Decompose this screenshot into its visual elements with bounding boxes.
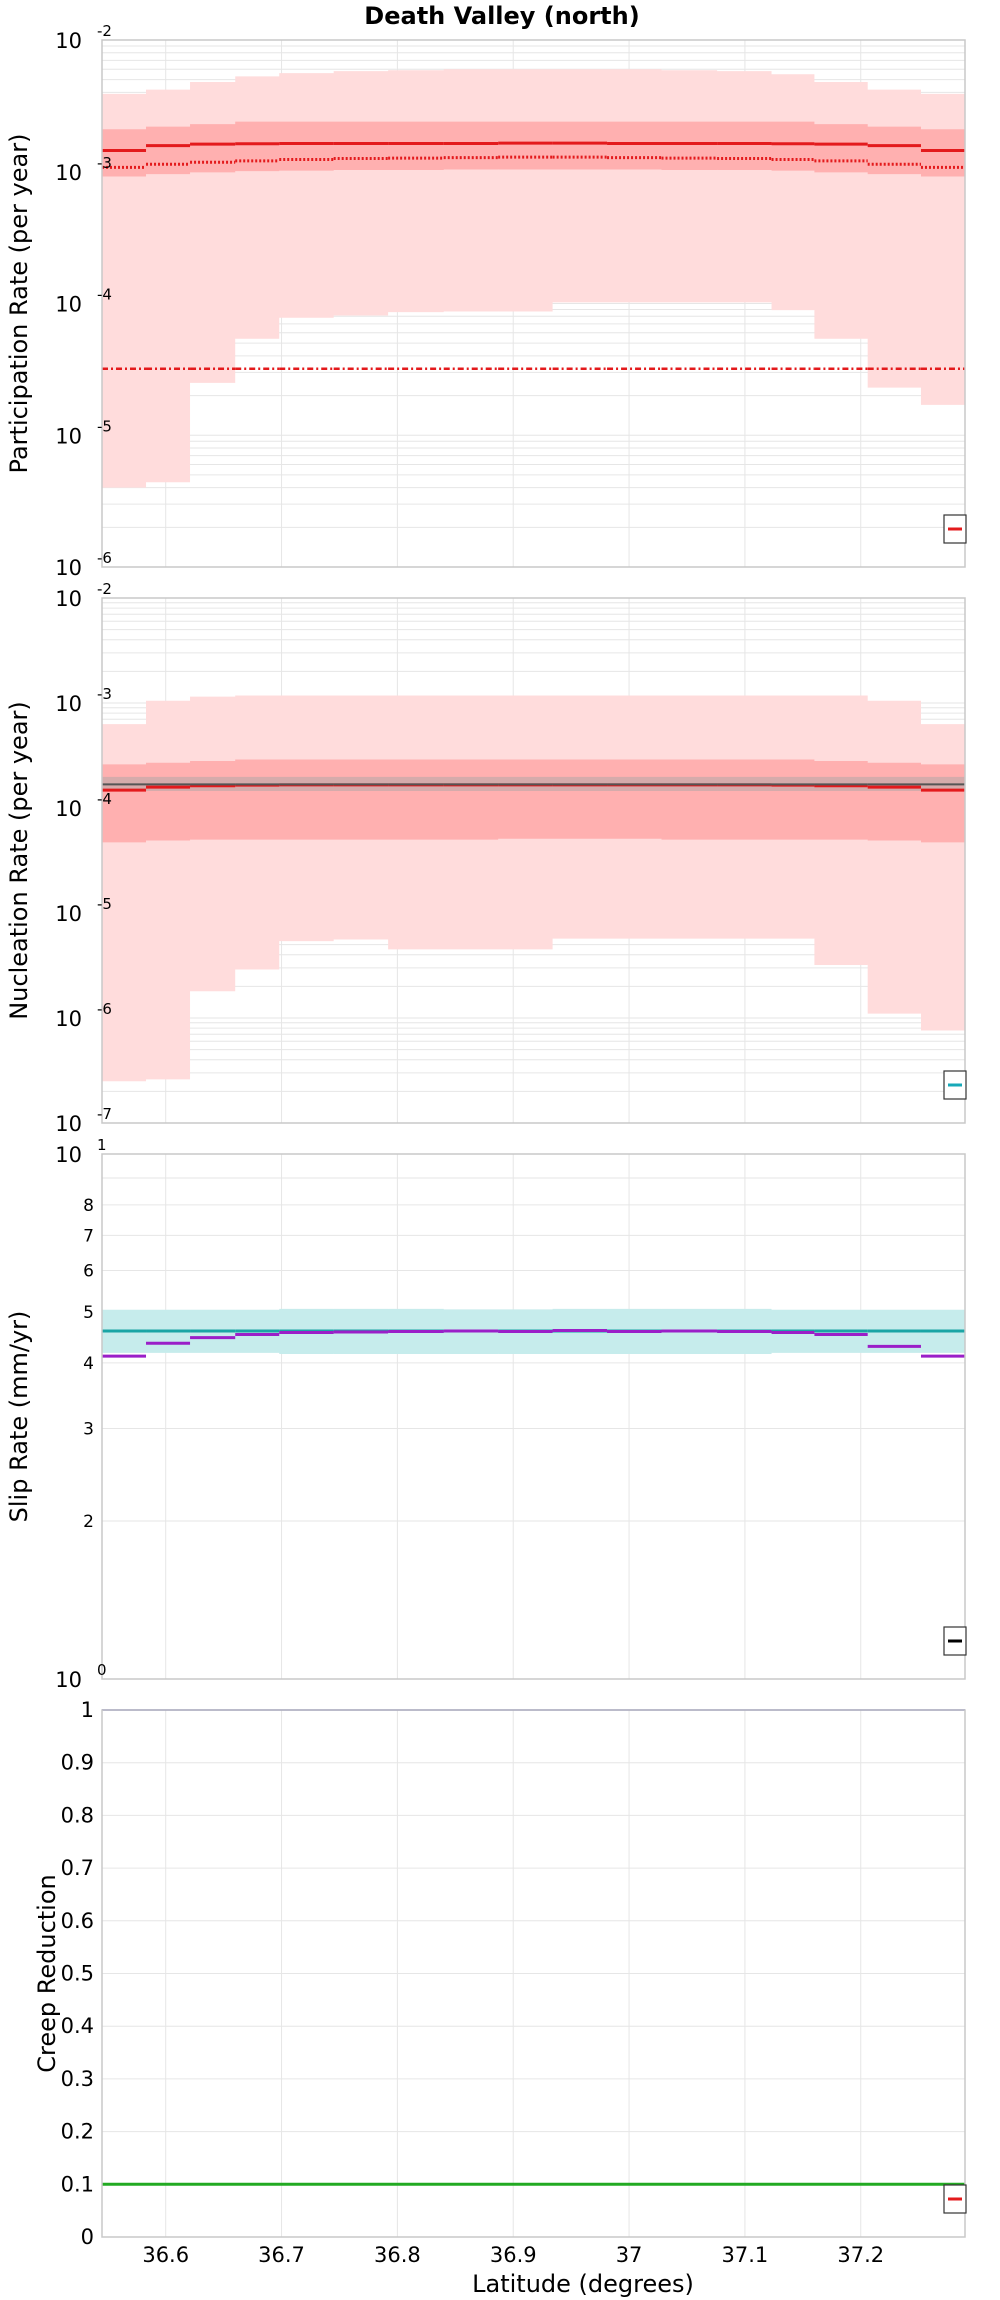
figure-title: Death Valley (north) (364, 2, 639, 30)
tick-base: 10 (55, 1668, 82, 1692)
nucleation-y-tick-label: 10 (55, 797, 82, 821)
creep-y-ticks: 0 0.1 0.2 0.3 0.4 0.5 0.6 0.7 0.8 0.9 1 (61, 1698, 94, 2249)
participation-y-tick-exponent: -5 (97, 417, 112, 435)
nucleation-inner-band (102, 759, 965, 843)
tick-base: 10 (55, 692, 82, 716)
slip-y-minor-tick-label: 6 (83, 1261, 94, 1281)
creep-y-tick-label: 0.1 (61, 2172, 94, 2196)
participation-y-tick-label: 10 (55, 424, 82, 448)
tick-base: 10 (55, 1112, 82, 1136)
tick-base: 10 (55, 797, 82, 821)
slip-y-minor-tick-label: 2 (83, 1512, 94, 1532)
nucleation-y-ticks: 10 -7 10 -6 10 -5 10 -4 10 -3 10 -2 (55, 580, 112, 1136)
tick-base: 10 (55, 424, 82, 448)
slip-y-tick-label: 10 (55, 1143, 82, 1167)
nucleation-y-tick-exponent: -3 (97, 685, 112, 703)
participation-y-tick-label: 10 (55, 556, 82, 580)
creep-y-tick-label: 0 (81, 2225, 94, 2249)
participation-frame (101, 39, 966, 568)
participation-y-ticks: 10 -6 10 -5 10 -4 10 -3 10 -2 (55, 22, 112, 580)
nucleation-y-tick-exponent: -6 (97, 1000, 112, 1018)
creep-y-tick-label: 0.5 (61, 1962, 94, 1986)
slip-y-minor-tick-label: 3 (83, 1420, 94, 1440)
x-tick-label: 37.1 (722, 2243, 769, 2267)
x-axis: 36.6 36.7 36.8 36.9 37 37.1 37.2 (142, 2243, 884, 2267)
slip-y-tick-exponent: 1 (97, 1136, 107, 1154)
tick-base: 10 (55, 587, 82, 611)
nucleation-frame (101, 597, 966, 1124)
creep-y-tick-label: 0.6 (61, 1909, 94, 1933)
participation-y-tick-exponent: -4 (97, 286, 112, 304)
x-tick-label: 37.2 (837, 2243, 884, 2267)
panel-nucleation: 10 -7 10 -6 10 -5 10 -4 10 -3 10 -2 Nucleation Rate … (5, 580, 967, 1136)
tick-base: 10 (55, 902, 82, 926)
x-axis-label: Latitude (degrees) (472, 2270, 694, 2298)
slip-y-minor-tick-label: 4 (83, 1354, 94, 1374)
participation-outer-band (102, 69, 965, 488)
slip-plot-area (102, 1154, 965, 1679)
participation-y-tick-exponent: -6 (97, 549, 112, 567)
participation-y-tick-label: 10 (55, 161, 82, 185)
nucleation-y-tick-label: 10 (55, 1007, 82, 1031)
participation-y-tick-exponent: -2 (97, 22, 112, 40)
tick-base: 10 (55, 293, 82, 317)
panel-participation: 10 -6 10 -5 10 -4 10 -3 10 -2 Participation Rate (… (5, 22, 967, 580)
nucleation-y-axis-label: Nucleation Rate (per year) (5, 701, 33, 1020)
creep-y-tick-label: 0.7 (61, 1856, 94, 1880)
nucleation-y-tick-label: 10 (55, 902, 82, 926)
participation-y-tick-label: 10 (55, 29, 82, 53)
participation-series-median (102, 155, 965, 169)
creep-y-tick-label: 1 (81, 1698, 94, 1722)
nucleation-y-tick-label: 10 (55, 587, 82, 611)
slip-y-axis-label: Slip Rate (mm/yr) (5, 1311, 33, 1523)
tick-base: 10 (55, 1007, 82, 1031)
tick-base: 10 (55, 1143, 82, 1167)
panel-creep: 0 0.1 0.2 0.3 0.4 0.5 0.6 0.7 0.8 0.9 1 Creep Reduc… (33, 1698, 967, 2249)
creep-y-tick-label: 0.9 (61, 1751, 94, 1775)
slip-y-ticks: 10 0 10 1 2 3 4 5 6 7 8 (55, 1136, 106, 1692)
x-tick-label: 36.9 (490, 2243, 537, 2267)
x-tick-label: 36.8 (374, 2243, 421, 2267)
creep-y-tick-label: 0.8 (61, 1803, 94, 1827)
tick-base: 10 (55, 161, 82, 185)
panel-slip: 10 0 10 1 2 3 4 5 6 7 8 Slip Rate (mm/yr) (5, 1136, 967, 1692)
participation-y-tick-label: 10 (55, 293, 82, 317)
nucleation-y-tick-exponent: -2 (97, 580, 112, 598)
slip-y-minor-tick-label: 7 (83, 1226, 94, 1246)
participation-y-axis-label: Participation Rate (per year) (5, 134, 33, 474)
creep-y-tick-label: 0.2 (61, 2120, 94, 2144)
nucleation-y-tick-label: 10 (55, 692, 82, 716)
slip-y-minor-tick-label: 5 (83, 1303, 94, 1323)
x-tick-label: 36.6 (142, 2243, 189, 2267)
nucleation-y-tick-exponent: -7 (97, 1105, 112, 1123)
slip-y-tick-exponent: 0 (97, 1661, 107, 1679)
participation-series-mean (102, 141, 965, 152)
nucleation-y-tick-label: 10 (55, 1112, 82, 1136)
nucleation-y-tick-exponent: -4 (97, 790, 112, 808)
creep-y-axis-label: Creep Reduction (33, 1874, 61, 2072)
creep-y-tick-label: 0.3 (61, 2067, 94, 2091)
tick-base: 10 (55, 556, 82, 580)
x-tick-label: 36.7 (258, 2243, 305, 2267)
creep-frame (101, 1709, 966, 2238)
x-tick-label: 37 (616, 2243, 643, 2267)
participation-inner-band (102, 121, 965, 177)
slip-y-minor-tick-label: 8 (83, 1196, 94, 1216)
slip-series-solution (102, 1329, 965, 1358)
slip-y-tick-label: 10 (55, 1668, 82, 1692)
slip-frame (101, 1153, 966, 1680)
tick-base: 10 (55, 29, 82, 53)
nucleation-y-tick-exponent: -5 (97, 895, 112, 913)
participation-y-tick-exponent: -3 (97, 154, 112, 172)
creep-y-tick-label: 0.4 (61, 2014, 94, 2038)
